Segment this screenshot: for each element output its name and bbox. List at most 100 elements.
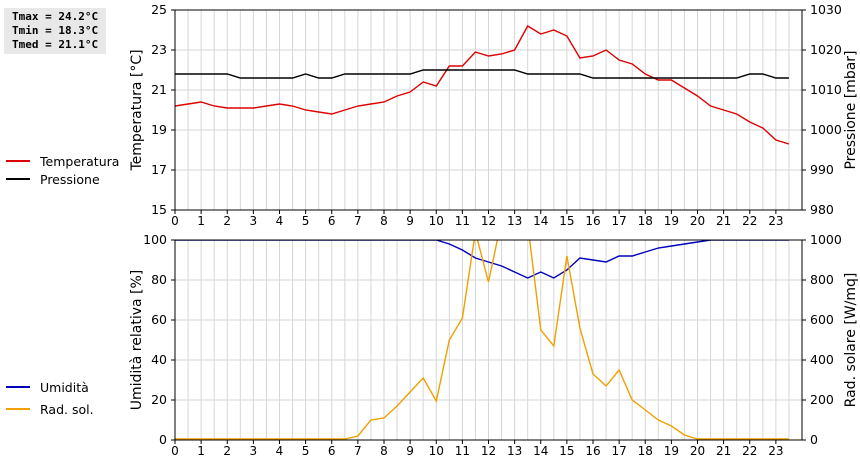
stats-box: Tmax = 24.2°C Tmin = 18.3°C Tmed = 21.1°… [4,8,106,54]
y2-tick-label: 400 [810,352,834,367]
x-tick-label: 16 [585,214,600,228]
legend-label: Rad. sol. [40,401,94,417]
y2-tick-label: 1010 [810,82,842,97]
x-tick-label: 15 [559,444,574,458]
y2-tick-label: 1030 [810,2,842,17]
y-axis-title: Temperatura [°C] [129,49,145,171]
y-tick-label: 19 [151,122,167,137]
legend-item-pressione: Pressione [6,171,100,187]
x-tick-label: 21 [716,214,731,228]
series-line-rad-sol [175,240,789,440]
x-tick-label: 23 [768,444,783,458]
plot-frame [174,239,803,441]
x-tick-label: 10 [429,214,444,228]
x-tick-label: 18 [638,214,653,228]
x-tick-label: 8 [380,444,388,458]
legend-item-rad-sol: Rad. sol. [6,401,94,417]
legend-item-umidita: Umidità [6,379,89,395]
y2-tick-label: 0 [810,432,818,447]
x-tick-label: 2 [223,444,231,458]
legend-swatch [6,408,30,410]
plot-frame [174,9,803,211]
x-tick-label: 3 [250,214,258,228]
x-tick-label: 12 [481,444,496,458]
x-tick-label: 1 [197,214,205,228]
x-tick-label: 21 [716,444,731,458]
y-tick-label: 21 [151,82,167,97]
x-tick-label: 15 [559,214,574,228]
y2-axis-title: Rad. solare [W/mq] [843,273,859,408]
x-tick-label: 4 [276,214,284,228]
y-tick-label: 0 [159,432,167,447]
x-tick-label: 1 [197,444,205,458]
legend-swatch [6,178,30,180]
x-tick-label: 22 [742,214,757,228]
x-tick-label: 13 [507,444,522,458]
chart-panel-0: 0 1 2 3 4 5 6 7 8 9 10 11 12 13 14 15 16 17 18 19 20 21 22 2315… [129,2,859,228]
legend-swatch [6,386,30,388]
y-tick-label: 40 [151,352,167,367]
y2-tick-label: 1020 [810,42,842,57]
series-line-temperatura [175,25,790,145]
x-tick-label: 0 [171,444,179,458]
x-tick-label: 9 [406,214,414,228]
y2-tick-label: 1000 [810,122,842,137]
stat-tmax: Tmax = 24.2°C [12,10,99,23]
y-tick-label: 100 [143,232,167,247]
x-tick-label: 10 [429,444,444,458]
x-tick-label: 23 [768,214,783,228]
y2-axis-title: Pressione [mbar] [843,50,859,169]
x-tick-label: 12 [481,214,496,228]
x-tick-label: 17 [611,444,626,458]
x-tick-label: 20 [690,214,705,228]
x-tick-label: 11 [455,214,470,228]
y-tick-label: 23 [151,42,167,57]
y-tick-label: 20 [151,392,167,407]
x-tick-label: 20 [690,444,705,458]
y-tick-label: 17 [151,162,167,177]
x-tick-label: 22 [742,444,757,458]
series-line-pressione [175,69,789,79]
x-tick-label: 0 [171,214,179,228]
y2-tick-label: 990 [810,162,834,177]
x-tick-label: 7 [354,214,362,228]
y-tick-label: 25 [151,2,167,17]
x-tick-label: 13 [507,214,522,228]
x-tick-label: 19 [664,214,679,228]
chart-panel-1: 0 1 2 3 4 5 6 7 8 9 10 11 12 13 14 15 16 17 18 19 20 21 22 2302… [129,232,859,458]
y-tick-label: 60 [151,312,167,327]
x-tick-label: 6 [328,444,336,458]
x-tick-label: 19 [664,444,679,458]
stat-tmed: Tmed = 21.1°C [12,38,99,51]
y2-tick-label: 600 [810,312,834,327]
x-tick-label: 14 [533,444,548,458]
y2-tick-label: 200 [810,392,834,407]
x-tick-label: 7 [354,444,362,458]
legend-swatch [6,160,30,162]
x-tick-label: 8 [380,214,388,228]
x-tick-label: 14 [533,214,548,228]
x-tick-label: 17 [611,214,626,228]
stat-tmin: Tmin = 18.3°C [12,24,99,37]
x-tick-label: 5 [302,444,310,458]
y-axis-title: Umidità relativa [%] [129,270,145,411]
x-tick-label: 2 [223,214,231,228]
legend-label: Temperatura [40,153,120,169]
legend-item-temperatura: Temperatura [6,153,119,169]
x-tick-label: 9 [406,444,414,458]
y-tick-label: 15 [151,202,167,217]
x-tick-label: 5 [302,214,310,228]
x-tick-label: 4 [276,444,284,458]
legend-label: Umidità [40,379,89,395]
y-tick-label: 80 [151,272,167,287]
x-tick-label: 11 [455,444,470,458]
y2-tick-label: 800 [810,272,834,287]
y2-tick-label: 980 [810,202,834,217]
x-tick-label: 16 [585,444,600,458]
x-tick-label: 6 [328,214,336,228]
x-tick-label: 3 [250,444,258,458]
series-line-umidit [175,240,789,279]
legend-label: Pressione [40,171,100,187]
x-tick-label: 18 [638,444,653,458]
